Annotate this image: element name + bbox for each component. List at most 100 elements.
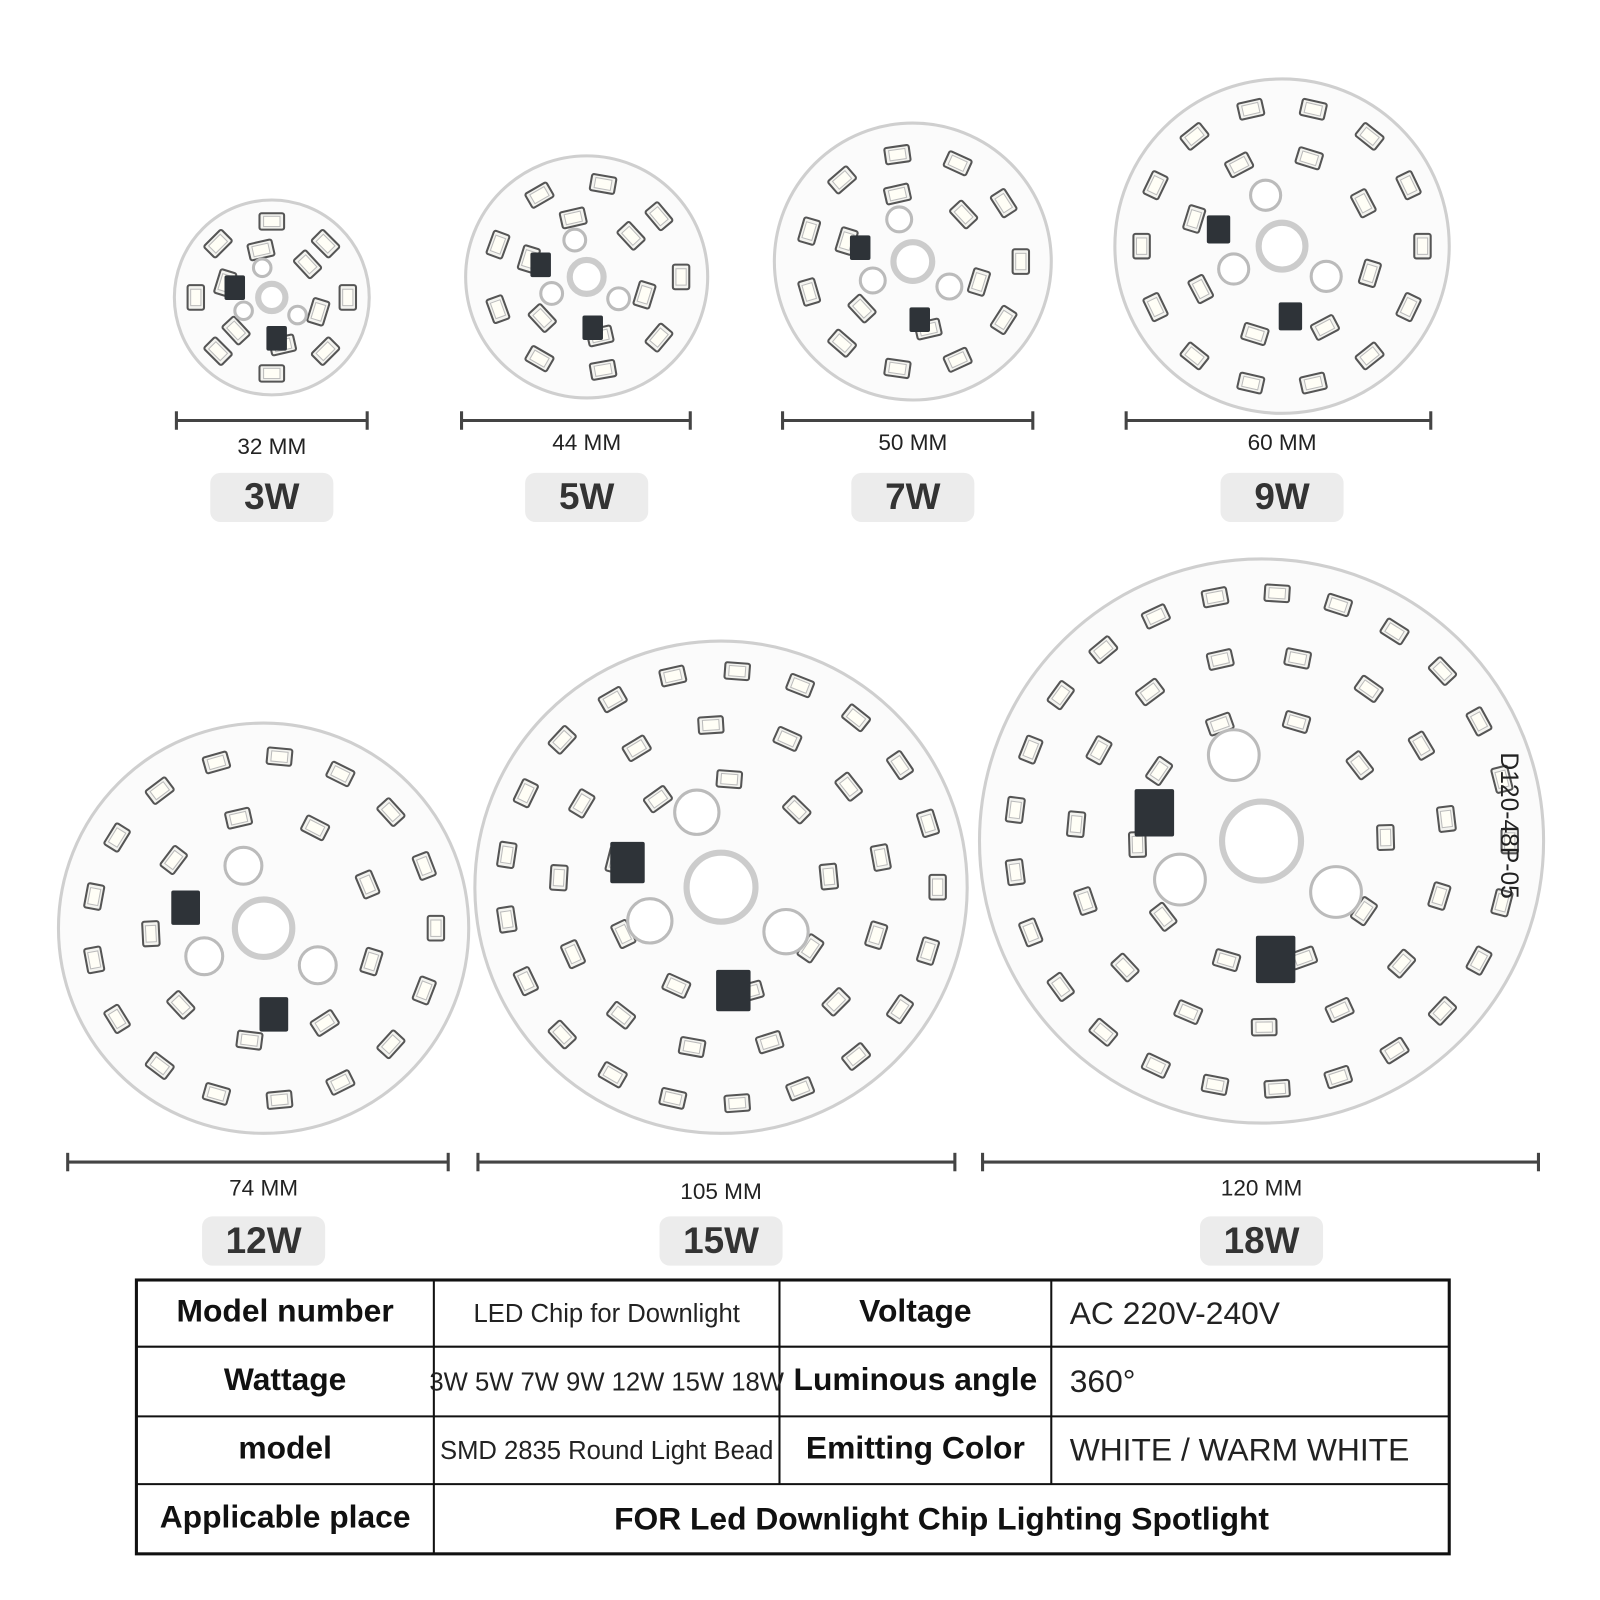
led-emitter — [1379, 828, 1392, 847]
led-emitter — [206, 754, 227, 771]
centre-hole — [1218, 798, 1305, 884]
led-emitter — [310, 301, 327, 322]
mount-hole — [539, 281, 565, 306]
led-emitter — [1359, 126, 1380, 147]
led-emitter — [1329, 1001, 1350, 1019]
led-emitter — [1286, 714, 1307, 730]
led-emitter — [890, 998, 910, 1020]
led-emitter — [888, 361, 907, 376]
led-emitter — [563, 210, 584, 226]
led-emitter — [1399, 174, 1418, 196]
led-emitter — [1432, 1000, 1453, 1022]
mount-hole — [935, 272, 964, 301]
led-emitter — [149, 1055, 171, 1076]
led-emitter — [887, 186, 908, 202]
mount-hole — [626, 897, 674, 945]
centre-hole — [1255, 219, 1309, 273]
wattage-pill — [851, 472, 975, 523]
wattage-pill — [202, 1216, 326, 1266]
led-emitter — [1384, 622, 1405, 641]
wattage-pill — [659, 1216, 783, 1266]
led-emitter — [499, 845, 514, 865]
board-size: 60 MM — [1248, 430, 1317, 455]
led-emitter — [1288, 651, 1308, 666]
led-emitter — [636, 284, 653, 305]
led-emitter — [516, 782, 535, 804]
driver-chip — [1278, 302, 1303, 331]
mount-hole — [562, 227, 588, 253]
led-emitter — [207, 341, 229, 362]
led-emitter — [1431, 886, 1448, 907]
led-emitter — [1139, 682, 1161, 702]
led-emitter — [532, 307, 553, 329]
wattage-pill — [1220, 472, 1344, 523]
led-emitter — [107, 827, 127, 848]
driver-chip — [909, 307, 930, 332]
led-emitter — [314, 1013, 336, 1033]
led-emitter — [1209, 715, 1230, 733]
led-emitter — [207, 233, 229, 254]
driver-chip — [716, 969, 751, 1012]
centre-hole — [683, 849, 759, 925]
mount-hole — [762, 907, 810, 956]
led-emitter — [1469, 950, 1489, 971]
led-emitter — [1184, 346, 1205, 366]
led-emitter — [1314, 318, 1336, 337]
led-emitter — [149, 780, 171, 801]
centre-hole — [890, 239, 936, 285]
mount-hole — [885, 205, 914, 234]
led-emitter — [759, 1034, 780, 1051]
led-emitter — [552, 868, 565, 887]
led-emitter — [720, 772, 739, 786]
board-wattage: 9W — [1254, 476, 1310, 517]
table-header: Wattage — [224, 1361, 346, 1397]
led-emitter — [270, 1093, 289, 1107]
led-emitter — [825, 991, 847, 1012]
led-emitter — [489, 234, 507, 255]
led-emitter — [1093, 1022, 1114, 1043]
led-emitter — [228, 810, 249, 826]
mount-hole — [223, 845, 264, 886]
led-emitter — [1494, 769, 1510, 790]
led-emitter — [552, 1024, 573, 1045]
table-value: AC 220V-240V — [1070, 1295, 1281, 1331]
led-emitter — [1093, 639, 1114, 660]
board-size: 44 MM — [552, 430, 621, 455]
led-emitter — [263, 367, 281, 380]
led-emitter — [87, 950, 102, 970]
led-emitter — [415, 980, 433, 1001]
led-emitter — [1135, 237, 1148, 255]
led-emitter — [170, 994, 191, 1016]
led-emitter — [415, 855, 433, 877]
led-emitter — [953, 204, 974, 225]
led-emitter — [430, 919, 442, 937]
led-emitter — [564, 943, 582, 965]
led-emitter — [1354, 192, 1373, 214]
table-header: model — [238, 1430, 332, 1466]
led-emitter — [1244, 326, 1265, 342]
led-emitter — [1268, 587, 1287, 600]
led-emitter — [163, 849, 184, 871]
led-emitter — [675, 268, 687, 286]
led-emitter — [1255, 1021, 1273, 1033]
led-emitter — [1089, 739, 1109, 761]
mount-hole — [1206, 728, 1261, 783]
led-emitter — [831, 333, 853, 354]
led-emitter — [663, 1090, 683, 1106]
led-emitter — [994, 309, 1014, 331]
led-emitter — [728, 664, 747, 678]
wattage-pill — [1200, 1216, 1324, 1266]
board-size: 50 MM — [878, 430, 947, 455]
driver-chip — [849, 235, 871, 260]
led-emitter — [1153, 906, 1174, 928]
board-wattage: 12W — [226, 1220, 302, 1261]
led-emitter — [701, 718, 720, 732]
led-board — [56, 721, 471, 1135]
board-wattage: 18W — [1224, 1220, 1300, 1261]
led-emitter — [263, 215, 281, 228]
led-emitter — [1359, 346, 1380, 366]
led-emitter — [1216, 952, 1237, 968]
wattage-pill — [525, 472, 649, 523]
led-emitter — [1384, 1041, 1405, 1061]
